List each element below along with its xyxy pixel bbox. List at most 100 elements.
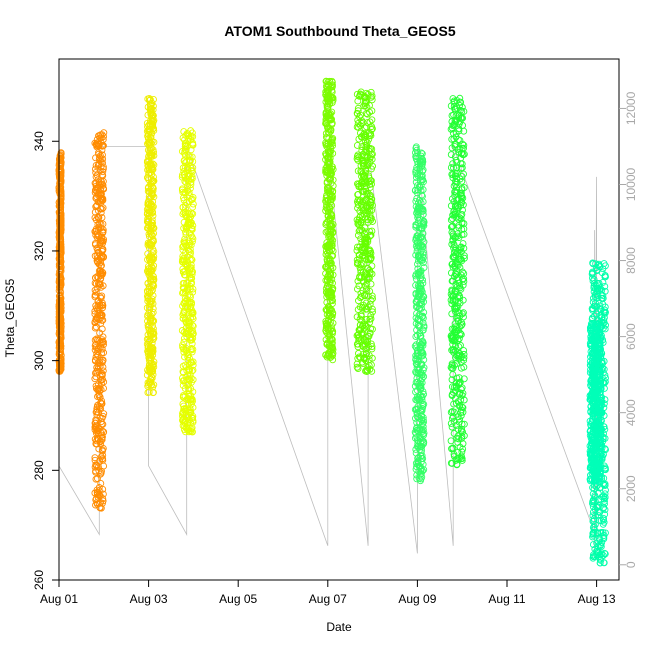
- data-point: [56, 365, 64, 373]
- data-point: [185, 177, 193, 184]
- data-point: [93, 258, 101, 266]
- data-point: [594, 511, 602, 519]
- data-point: [447, 125, 455, 133]
- data-point: [324, 244, 331, 252]
- data-point: [189, 388, 197, 396]
- data-point: [144, 123, 151, 131]
- data-point: [145, 321, 153, 329]
- data-point: [179, 412, 186, 420]
- data-point: [364, 119, 371, 126]
- data-point: [329, 247, 337, 255]
- data-point: [189, 203, 197, 211]
- data-point: [322, 247, 330, 255]
- data-point: [322, 98, 330, 106]
- data-point: [449, 445, 457, 453]
- data-point: [412, 281, 420, 289]
- data-point: [447, 151, 455, 159]
- data-point: [329, 134, 337, 142]
- data-point: [595, 517, 603, 524]
- data-point: [328, 211, 336, 219]
- data-point: [448, 346, 456, 354]
- data-point: [368, 92, 376, 100]
- data-point: [57, 171, 65, 178]
- data-point: [451, 187, 459, 195]
- data-point: [322, 207, 330, 215]
- data-point: [181, 151, 189, 159]
- y2-tick-label: 4000: [624, 399, 638, 426]
- data-point: [412, 242, 420, 250]
- data-point: [184, 375, 192, 383]
- data-point: [454, 426, 462, 434]
- data-point: [587, 381, 595, 389]
- data-point: [419, 403, 427, 411]
- data-point: [359, 330, 367, 337]
- data-point: [459, 389, 467, 397]
- data-point: [98, 151, 106, 159]
- data-point: [359, 162, 367, 170]
- series-6: [353, 88, 376, 376]
- data-point: [150, 161, 158, 169]
- data-point: [95, 214, 103, 221]
- data-point: [458, 448, 466, 456]
- data-point: [92, 475, 100, 483]
- data-point: [456, 175, 464, 183]
- data-point: [99, 495, 107, 503]
- data-point: [458, 177, 466, 185]
- data-point: [449, 361, 456, 369]
- data-point: [452, 118, 460, 126]
- data-point: [185, 428, 193, 436]
- data-point: [325, 341, 333, 348]
- data-point: [590, 394, 598, 402]
- data-point: [328, 325, 336, 332]
- data-point: [356, 315, 364, 323]
- data-point: [417, 267, 425, 275]
- data-point: [415, 226, 423, 234]
- data-point: [56, 214, 64, 222]
- data-point: [354, 259, 362, 267]
- data-point: [324, 128, 332, 136]
- data-point: [448, 310, 456, 318]
- data-point: [590, 302, 598, 310]
- y2-tick-label: 12000: [624, 91, 638, 125]
- data-point: [589, 358, 597, 366]
- data-point: [99, 451, 107, 459]
- data-point: [455, 111, 463, 119]
- data-point: [362, 203, 370, 211]
- y2-tick-label: 0: [624, 561, 638, 568]
- data-point: [455, 380, 463, 388]
- data-point: [414, 260, 421, 268]
- data-point: [356, 273, 364, 281]
- data-point: [361, 240, 369, 248]
- data-point: [417, 154, 425, 162]
- data-point: [324, 185, 332, 193]
- data-point: [353, 363, 361, 371]
- data-point: [98, 238, 106, 245]
- data-point: [354, 365, 362, 372]
- data-point: [456, 246, 464, 254]
- data-point: [91, 463, 99, 471]
- data-point: [451, 117, 459, 125]
- data-point: [189, 315, 197, 323]
- data-point: [181, 140, 189, 148]
- data-point: [181, 171, 188, 179]
- data-point: [355, 326, 363, 334]
- data-point: [588, 439, 596, 447]
- data-point: [328, 93, 336, 101]
- data-point: [591, 395, 599, 403]
- data-point: [453, 196, 461, 204]
- data-point: [96, 280, 104, 288]
- data-point: [418, 163, 426, 170]
- data-point: [187, 397, 195, 405]
- data-point: [181, 177, 189, 185]
- data-point: [449, 334, 457, 342]
- data-point: [593, 337, 601, 345]
- data-point: [56, 152, 64, 159]
- data-point: [368, 367, 376, 375]
- data-point: [354, 306, 362, 314]
- data-point: [94, 435, 102, 443]
- data-point: [145, 244, 153, 252]
- x-tick-label: Aug 11: [488, 592, 525, 606]
- data-point: [367, 132, 375, 140]
- data-point: [594, 548, 602, 556]
- data-point: [148, 348, 156, 356]
